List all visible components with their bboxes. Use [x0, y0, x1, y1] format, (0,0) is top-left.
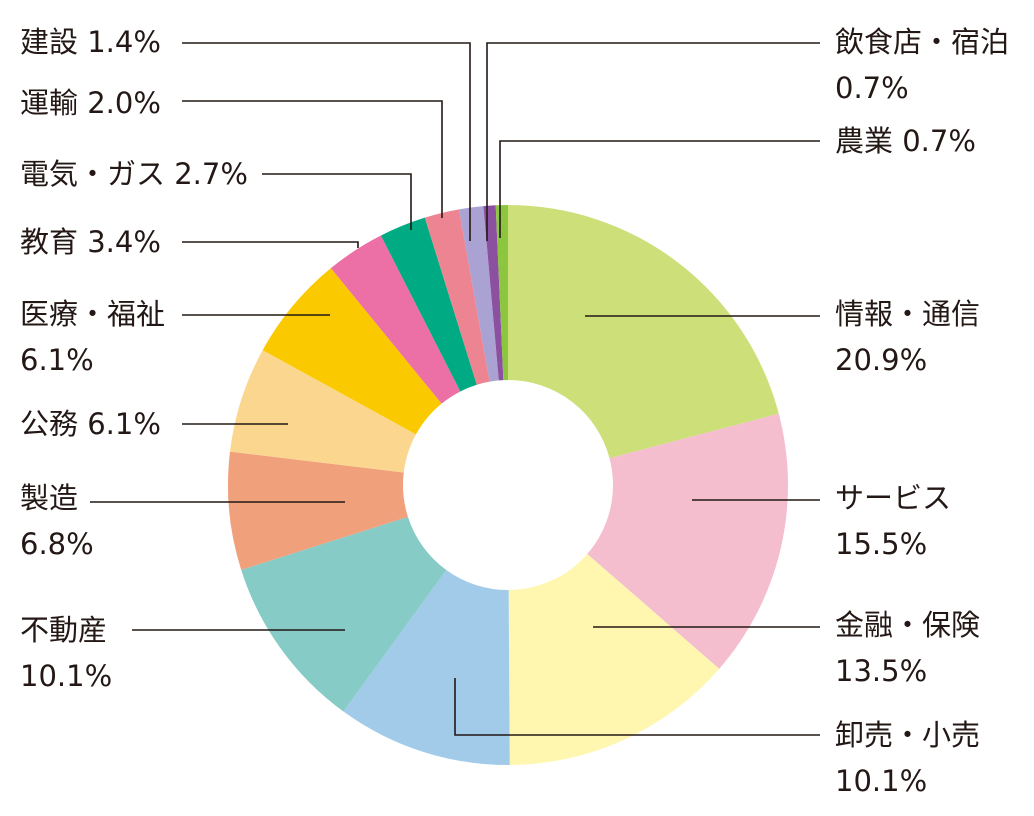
slice-label-8: 医療・福祉 6.1% [20, 297, 165, 377]
slice-label-line: 10.1% [20, 659, 112, 693]
slice-label-line: 不動産 [20, 613, 107, 647]
slice-label-line: 卸売・小売 [835, 718, 980, 752]
slice-4 [343, 569, 510, 765]
slice-7 [229, 350, 416, 473]
slice-label-line: 金融・保険 [835, 608, 980, 642]
leader-line-9 [182, 241, 359, 248]
slice-label-line: 情報・通信 [835, 297, 980, 331]
slice-label-2: サービス 15.5% [835, 481, 951, 561]
slice-label-line: 10.1% [835, 764, 927, 798]
slice-label-line: 農業 0.7% [835, 124, 976, 158]
slice-11 [424, 209, 490, 385]
leader-line-12 [182, 42, 471, 241]
slice-label-line: 20.9% [835, 343, 927, 377]
slice-label-11: 運輸 2.0% [20, 86, 161, 120]
slice-label-line: 15.5% [835, 527, 927, 561]
slice-label-10: 電気・ガス 2.7% [20, 157, 248, 191]
slice-label-line: 飲食店・宿泊 [835, 25, 1009, 59]
slice-label-line: 建設 1.4% [20, 25, 161, 59]
leader-line-11 [182, 100, 443, 218]
leader-line-14 [499, 140, 820, 238]
slice-label-line: 0.7% [835, 71, 909, 105]
slice-9 [330, 235, 461, 404]
leader-lines [90, 42, 820, 736]
slice-10 [380, 217, 477, 392]
slice-label-5: 不動産 10.1% [20, 613, 112, 693]
slice-label-14: 農業 0.7% [835, 124, 976, 158]
slice-13 [483, 205, 504, 381]
slice-label-4: 卸売・小売 10.1% [835, 718, 980, 798]
slice-label-line: 電気・ガス 2.7% [20, 157, 248, 191]
leader-line-10 [262, 173, 412, 230]
slice-label-line: 医療・福祉 [20, 297, 165, 331]
slice-label-line: 教育 3.4% [20, 225, 161, 259]
slice-6 [228, 451, 408, 570]
slice-label-12: 建設 1.4% [20, 25, 161, 59]
slice-14 [495, 205, 508, 381]
slice-2 [587, 413, 788, 669]
slice-5 [241, 516, 447, 712]
slice-8 [262, 268, 442, 435]
slice-label-7: 公務 6.1% [20, 407, 161, 441]
slice-label-6: 製造 6.8% [20, 481, 94, 561]
slice-label-line: 公務 6.1% [20, 407, 161, 441]
slice-label-13: 飲食店・宿泊 0.7% [835, 25, 1009, 105]
slice-label-line: 製造 [20, 481, 78, 515]
slice-label-line: 6.8% [20, 527, 94, 561]
slice-label-line: サービス [835, 481, 951, 515]
slice-label-line: 運輸 2.0% [20, 86, 161, 120]
leader-line-4 [454, 678, 820, 736]
slice-label-3: 金融・保険 13.5% [835, 608, 980, 688]
slice-label-1: 情報・通信 20.9% [835, 297, 980, 377]
donut-slices [228, 205, 788, 765]
slice-1 [508, 205, 779, 459]
leader-line-13 [486, 42, 820, 241]
slice-labels: 情報・通信 20.9%サービス 15.5%金融・保険 13.5%卸売・小売 10.1%不… [20, 25, 1009, 798]
slice-3 [508, 553, 720, 765]
slice-label-9: 教育 3.4% [20, 225, 161, 259]
slice-12 [458, 206, 499, 382]
slice-label-line: 6.1% [20, 343, 94, 377]
slice-label-line: 13.5% [835, 654, 927, 688]
